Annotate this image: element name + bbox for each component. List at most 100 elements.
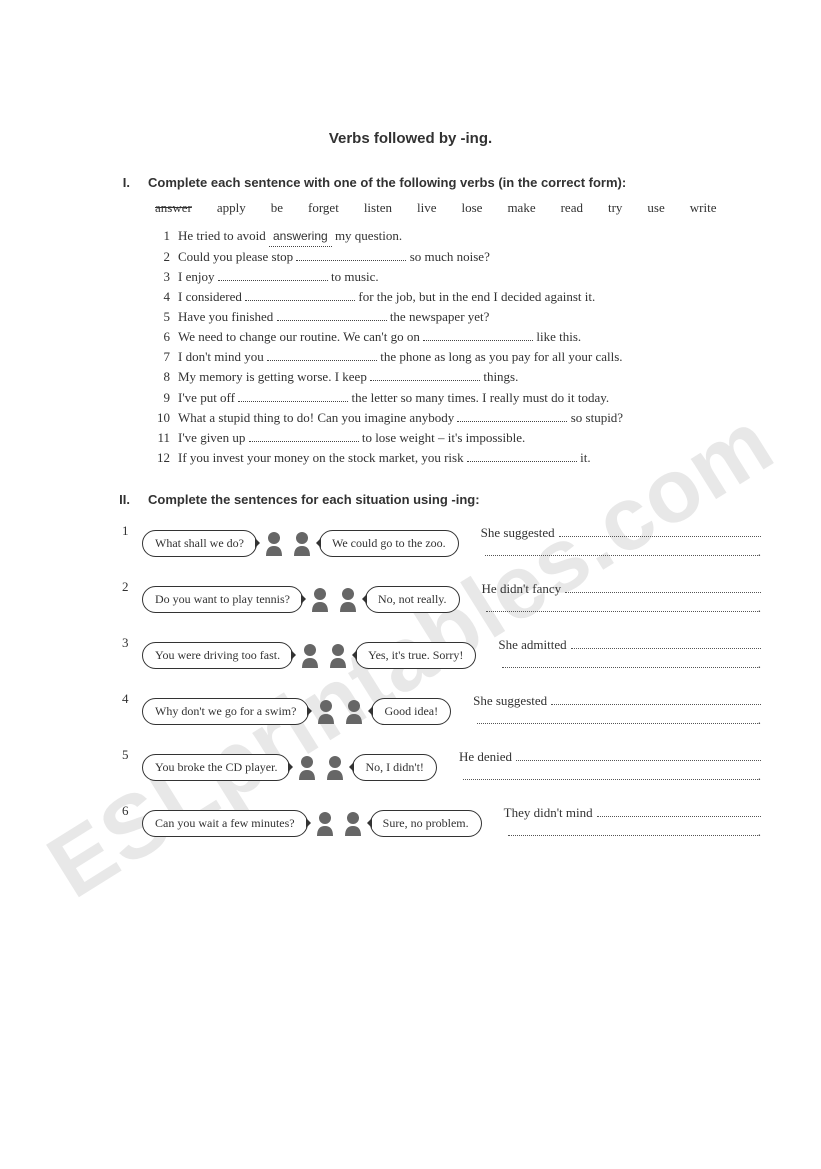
- ex2-row-number: 4: [122, 685, 136, 707]
- wordbank-word: forget: [308, 200, 339, 216]
- fill-blank[interactable]: [423, 328, 533, 341]
- answer-blank[interactable]: [485, 543, 758, 556]
- answer-period: .: [758, 656, 761, 672]
- ex2-row-number: 3: [122, 629, 136, 651]
- ex1-item-number: 7: [150, 347, 170, 367]
- person-icon: [337, 585, 359, 613]
- person-icon: [314, 809, 336, 837]
- person-icon: [342, 809, 364, 837]
- worksheet-page: Verbs followed by -ing. I. Complete each…: [0, 0, 821, 893]
- answer-blank[interactable]: [565, 580, 761, 593]
- ex1-item: 5Have you finished the newspaper yet?: [150, 307, 761, 327]
- fill-blank[interactable]: [277, 308, 387, 321]
- answer-period: .: [758, 544, 761, 560]
- ex1-item: 9 I've put off the letter so many times. …: [150, 388, 761, 408]
- fill-blank[interactable]: [267, 348, 377, 361]
- ex2-row-number: 2: [122, 573, 136, 595]
- ex1-item-number: 12: [150, 448, 170, 468]
- answer-prompt: She suggested: [481, 525, 555, 541]
- fill-blank[interactable]: [245, 288, 355, 301]
- ex2-row: 4Why don't we go for a swim?Good idea!Sh…: [122, 685, 761, 737]
- ex2-row-number: 1: [122, 517, 136, 539]
- wordbank-word: make: [507, 200, 535, 216]
- answer-prompt: He denied: [459, 749, 512, 765]
- answer-column: They didn't mind .: [488, 804, 761, 841]
- speech-bubble-question: Why don't we go for a swim?: [142, 698, 309, 725]
- ex1-item-text: He tried to avoid answering my question.: [178, 226, 761, 247]
- answer-blank[interactable]: [463, 767, 758, 780]
- answer-prompt: They didn't mind: [504, 805, 593, 821]
- ex2-roman: II.: [108, 492, 130, 507]
- ex1-item-text: Have you finished the newspaper yet?: [178, 307, 761, 327]
- answer-column: She suggested .: [465, 524, 761, 561]
- answer-blank[interactable]: [516, 748, 761, 761]
- fill-blank[interactable]: [370, 368, 480, 381]
- ex2-row-number: 6: [122, 797, 136, 819]
- ex1-item: 1 He tried to avoid answering my question…: [150, 226, 761, 247]
- ex1-item-number: 1: [150, 226, 170, 247]
- answer-period: .: [758, 712, 761, 728]
- answer-blank[interactable]: [559, 524, 761, 537]
- wordbank-word: listen: [364, 200, 392, 216]
- answer-blank[interactable]: [508, 823, 758, 836]
- person-icon: [309, 585, 331, 613]
- ex1-item-text: I've given up to lose weight – it's impo…: [178, 428, 761, 448]
- exercise-2-header: II. Complete the sentences for each situ…: [60, 492, 761, 507]
- answer-column: She suggested .: [457, 692, 761, 729]
- answer-blank[interactable]: [597, 804, 761, 817]
- ex1-item: 11 I've given up to lose weight – it's im…: [150, 428, 761, 448]
- ex1-item-text: If you invest your money on the stock ma…: [178, 448, 761, 468]
- speech-bubble-question: Do you want to play tennis?: [142, 586, 303, 613]
- speech-bubble-answer: We could go to the zoo.: [319, 530, 459, 557]
- ex1-item: 2Could you please stop so much noise?: [150, 247, 761, 267]
- speech-bubble-question: You were driving too fast.: [142, 642, 293, 669]
- answer-period: .: [758, 768, 761, 784]
- answer-blank[interactable]: [477, 711, 758, 724]
- person-icon: [296, 753, 318, 781]
- answer-column: He didn't fancy .: [466, 580, 761, 617]
- ex1-item-number: 9: [150, 388, 170, 408]
- answer-blank[interactable]: [551, 692, 761, 705]
- ex1-item: 7 I don't mind you the phone as long as y…: [150, 347, 761, 367]
- ex1-item: 8 My memory is getting worse. I keep thin…: [150, 367, 761, 387]
- ex1-item: 12 If you invest your money on the stock …: [150, 448, 761, 468]
- fill-blank[interactable]: [238, 388, 348, 401]
- wordbank-word: lose: [461, 200, 482, 216]
- fill-blank[interactable]: [296, 247, 406, 260]
- speech-bubble-answer: Yes, it's true. Sorry!: [355, 642, 476, 669]
- answer-blank[interactable]: [502, 655, 757, 668]
- ex1-item-number: 8: [150, 367, 170, 387]
- fill-blank[interactable]: [467, 449, 577, 462]
- word-bank: answerapplybeforgetlistenlivelosemakerea…: [155, 200, 761, 216]
- fill-blank[interactable]: [218, 267, 328, 280]
- ex1-item: 3I enjoy to music.: [150, 267, 761, 287]
- ex1-item-number: 11: [150, 428, 170, 448]
- wordbank-word: try: [608, 200, 622, 216]
- ex1-item-text: I don't mind you the phone as long as yo…: [178, 347, 761, 367]
- answer-period: .: [758, 824, 761, 840]
- answer-blank[interactable]: [571, 636, 761, 649]
- speech-bubble-answer: Sure, no problem.: [370, 810, 482, 837]
- ex2-grid: 1 What shall we do? We could go to the zoo…: [122, 517, 761, 849]
- wordbank-word: live: [417, 200, 437, 216]
- fill-blank[interactable]: [457, 408, 567, 421]
- answer-prompt: She admitted: [498, 637, 566, 653]
- ex1-item: 10 What a stupid thing to do! Can you ima…: [150, 408, 761, 428]
- ex2-row: 3 You were driving too fast. Yes, it's tru…: [122, 629, 761, 681]
- person-icon: [299, 641, 321, 669]
- speech-bubble-question: What shall we do?: [142, 530, 257, 557]
- wordbank-word: be: [271, 200, 283, 216]
- ex1-item: 4I considered for the job, but in the en…: [150, 287, 761, 307]
- ex2-instruction: Complete the sentences for each situatio…: [148, 492, 480, 507]
- ex1-roman: I.: [108, 175, 130, 190]
- answer-blank[interactable]: [486, 599, 758, 612]
- ex2-row: 6Can you wait a few minutes?Sure, no pro…: [122, 797, 761, 849]
- ex1-item-number: 10: [150, 408, 170, 428]
- ex1-item-text: My memory is getting worse. I keep thing…: [178, 367, 761, 387]
- answer-prompt: She suggested: [473, 693, 547, 709]
- ex1-item-number: 6: [150, 327, 170, 347]
- answer-column: She admitted .: [482, 636, 761, 673]
- ex1-item-text: What a stupid thing to do! Can you imagi…: [178, 408, 761, 428]
- ex1-item-text: I've put off the letter so many times. I…: [178, 388, 761, 408]
- fill-blank[interactable]: [249, 429, 359, 442]
